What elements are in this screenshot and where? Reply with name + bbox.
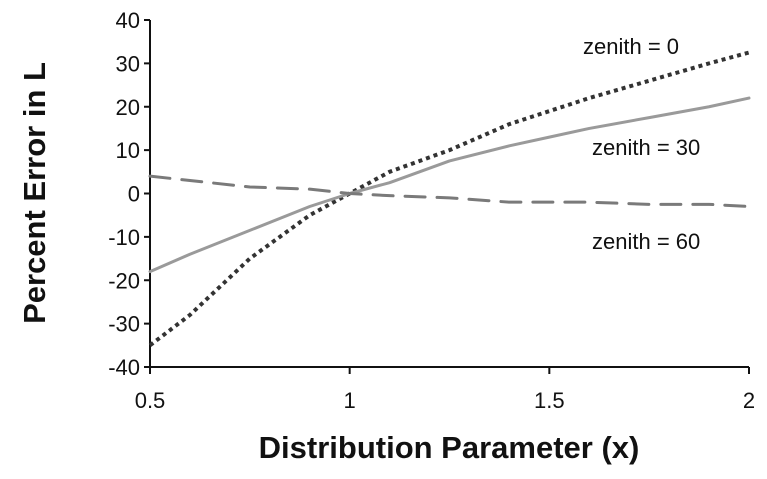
tick-layer: -40 -30 -20 -10 0 10 20 30 40 0.5 1 1.5 2	[108, 8, 755, 413]
y-tick-label: 10	[116, 138, 140, 163]
y-tick-label: -30	[108, 312, 140, 337]
y-tick-label: 40	[116, 8, 140, 33]
axis-layer	[149, 20, 749, 368]
series-layer	[148, 50, 751, 347]
x-tick-label: 1.5	[534, 388, 565, 413]
y-tick-label: 30	[116, 51, 140, 76]
x-axis-title: Distribution Parameter (x)	[259, 430, 640, 465]
series-label-zenith-60: zenith = 60	[592, 229, 700, 254]
series-label-zenith-30: zenith = 30	[592, 135, 700, 160]
y-tick-label: 20	[116, 95, 140, 120]
x-tick-label: 0.5	[135, 388, 166, 413]
y-tick-label: -40	[108, 355, 140, 380]
series-label-zenith-0: zenith = 0	[583, 34, 679, 59]
y-tick-label: 0	[128, 182, 140, 207]
y-tick-label: -20	[108, 268, 140, 293]
x-tick-label: 2	[743, 388, 755, 413]
y-axis-title: Percent Error in L	[17, 62, 52, 324]
x-tick-label: 1	[344, 388, 356, 413]
y-tick-label: -10	[108, 225, 140, 250]
series-line-2	[148, 174, 751, 209]
series-line-1	[148, 96, 751, 274]
series-line-0	[148, 50, 750, 347]
